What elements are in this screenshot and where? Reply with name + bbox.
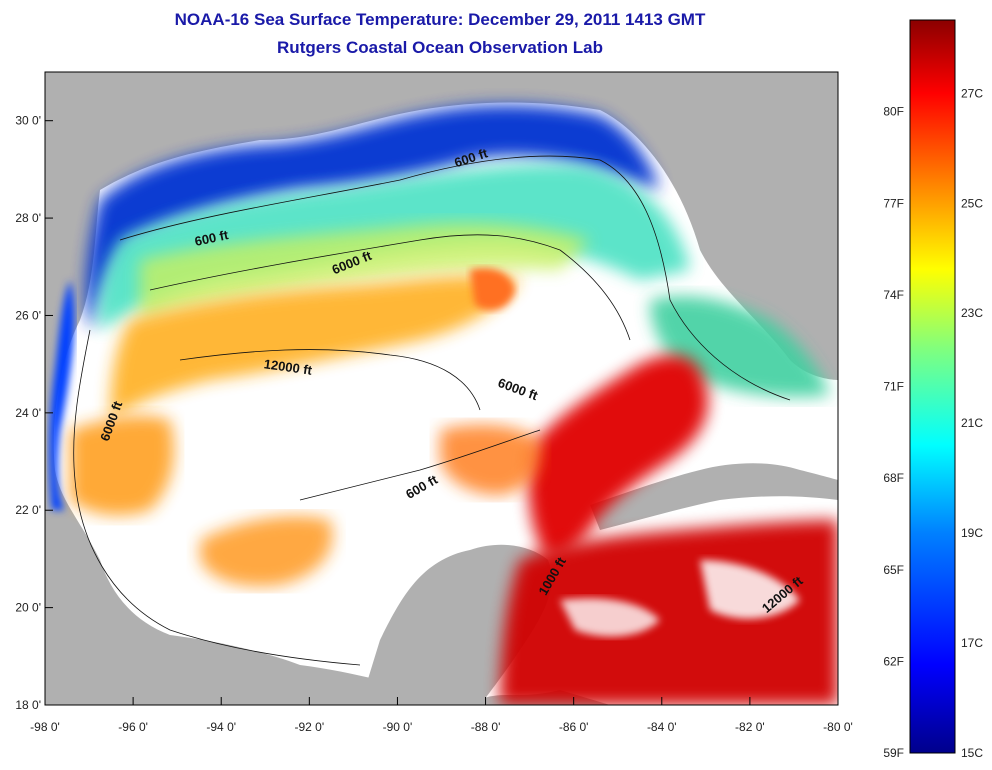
colorbar-f-label: 62F [883, 654, 904, 668]
lat-tick-label: 28 0' [15, 211, 41, 225]
colorbar-f-label: 74F [883, 288, 904, 302]
lon-tick-label: -84 0' [647, 720, 677, 734]
colorbar-f-label: 77F [883, 196, 904, 210]
lon-tick-label: -82 0' [735, 720, 765, 734]
colorbar-c-label: 27C [961, 86, 983, 100]
lon-tick-label: -90 0' [383, 720, 413, 734]
lon-tick-label: -86 0' [559, 720, 589, 734]
lon-tick-label: -92 0' [295, 720, 325, 734]
lon-tick-label: -88 0' [471, 720, 501, 734]
lat-tick-label: 30 0' [15, 114, 41, 128]
lat-tick-label: 24 0' [15, 406, 41, 420]
lon-tick-label: -96 0' [118, 720, 148, 734]
colorbar-c-label: 15C [961, 746, 983, 760]
colorbar-c-label: 17C [961, 636, 983, 650]
colorbar [909, 19, 956, 754]
gulf-water [49, 102, 838, 705]
lat-tick-label: 22 0' [15, 503, 41, 517]
lat-tick-label: 26 0' [15, 308, 41, 322]
colorbar-f-label: 65F [883, 563, 904, 577]
lon-tick-label: -98 0' [30, 720, 60, 734]
lat-tick-label: 18 0' [15, 698, 41, 712]
colorbar-f-label: 59F [883, 746, 904, 760]
colorbar-c-label: 23C [961, 306, 983, 320]
depth-contour-label: 600 ft [193, 227, 230, 249]
colorbar-f-label: 80F [883, 105, 904, 119]
colorbar-f-label: 71F [883, 380, 904, 394]
depth-contour-label: 12000 ft [263, 356, 314, 378]
map-subtitle: Rutgers Coastal Ocean Observation Lab [277, 38, 603, 57]
colorbar-c-label: 19C [961, 526, 983, 540]
lon-tick-label: -80 0' [823, 720, 853, 734]
colorbar-c-label: 21C [961, 416, 983, 430]
lon-tick-label: -94 0' [206, 720, 236, 734]
map-frame [44, 71, 839, 706]
map-title: NOAA-16 Sea Surface Temperature: Decembe… [174, 10, 706, 29]
colorbar-c-label: 25C [961, 196, 983, 210]
colorbar-f-label: 68F [883, 471, 904, 485]
lat-tick-label: 20 0' [15, 601, 41, 615]
